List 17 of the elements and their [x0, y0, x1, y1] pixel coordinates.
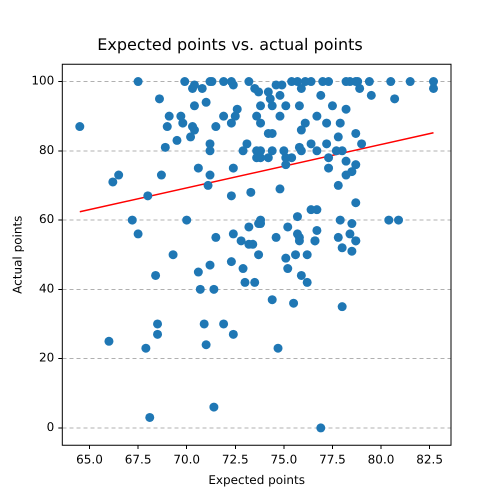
x-tick-label: 70.0 — [173, 452, 200, 467]
y-tick-label: 20 — [39, 350, 54, 365]
chart-title: Expected points vs. actual points — [97, 34, 363, 54]
x-tick-label: 80.0 — [368, 452, 394, 467]
x-tick-label: 77.5 — [319, 452, 346, 467]
y-tick-label: 40 — [39, 281, 54, 296]
y-tick-label: 60 — [39, 212, 54, 226]
y-tick-label: 100 — [31, 74, 54, 88]
x-tick-label: 75.0 — [270, 452, 298, 467]
x-tick-label: 67.5 — [124, 452, 152, 467]
x-tick-label: 72.5 — [222, 452, 249, 467]
y-axis-title: Actual points — [10, 216, 24, 294]
x-axis-title: Expected points — [208, 472, 305, 487]
y-tick-label: 80 — [39, 142, 54, 157]
y-tick-label: 0 — [46, 420, 54, 434]
x-tick-label: 82.5 — [416, 452, 443, 467]
x-tick-label: 65.0 — [76, 452, 103, 467]
